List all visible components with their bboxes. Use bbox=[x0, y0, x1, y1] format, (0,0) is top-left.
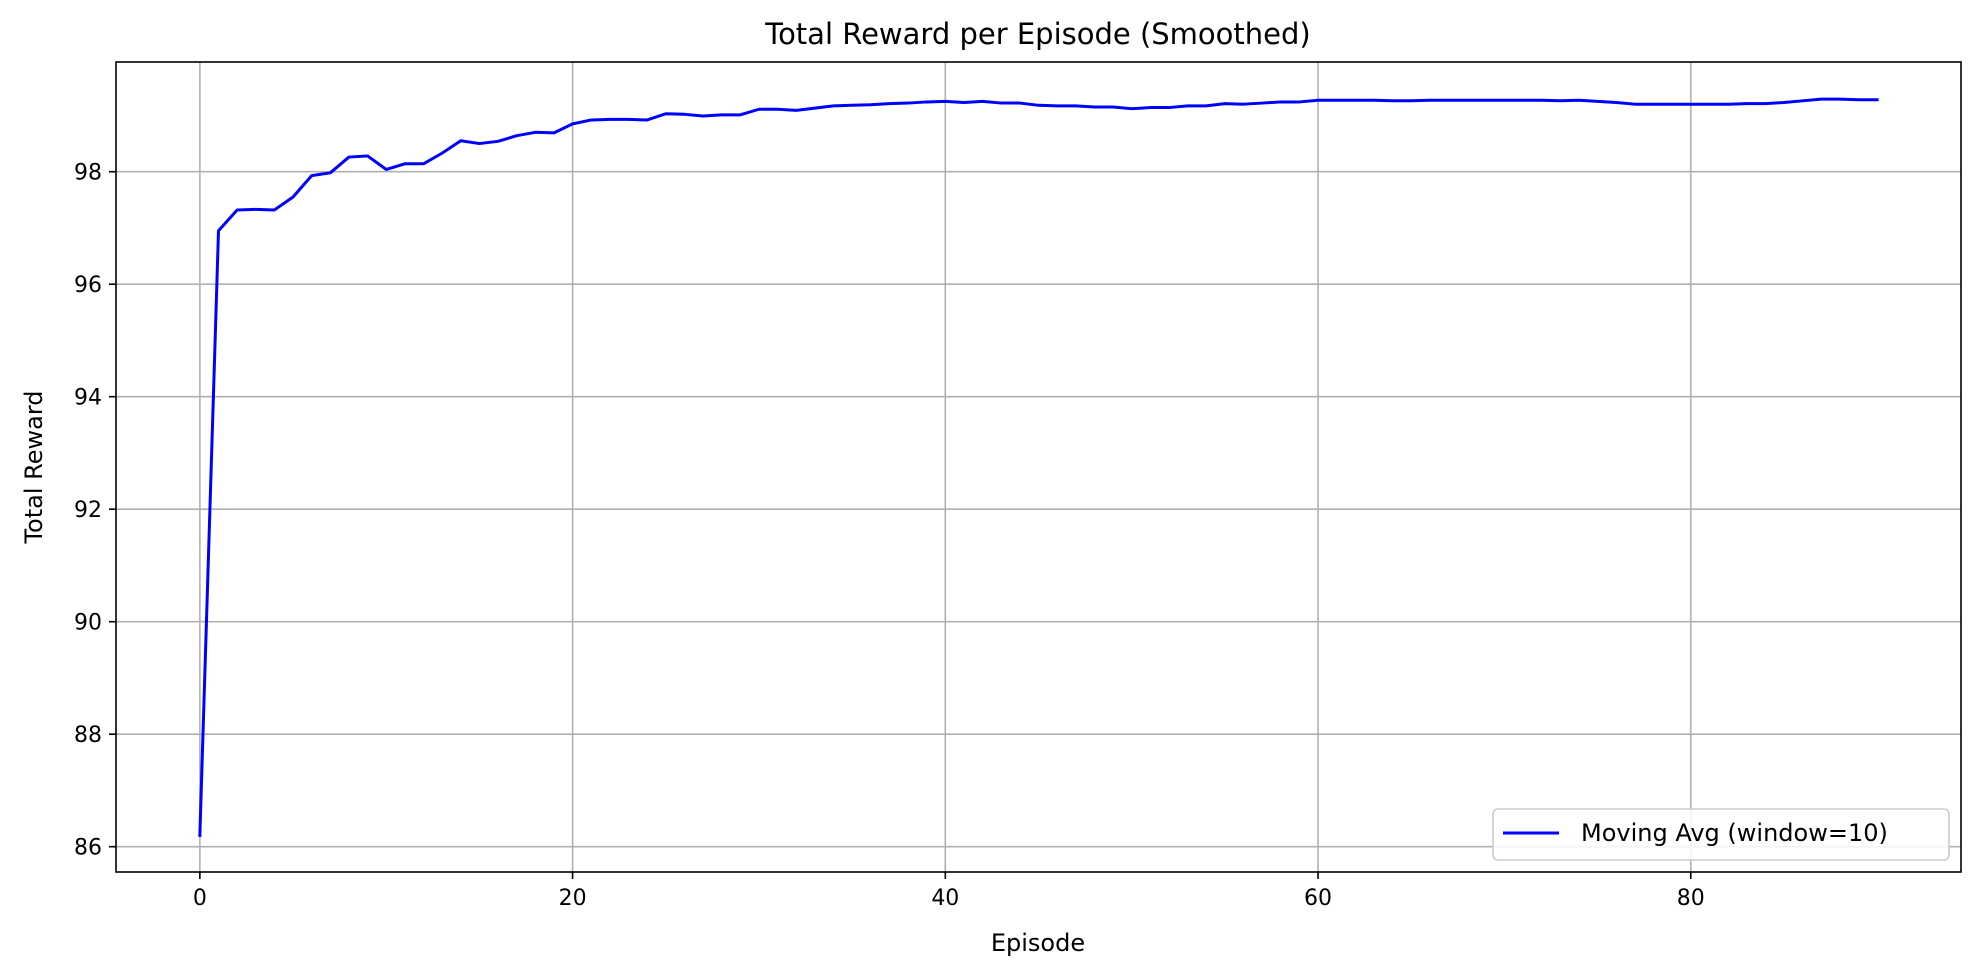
x-tick-label: 0 bbox=[193, 886, 207, 911]
y-tick-label: 92 bbox=[74, 498, 102, 523]
y-tick-label: 98 bbox=[74, 161, 102, 186]
legend: Moving Avg (window=10) bbox=[1492, 808, 1950, 861]
y-axis: 86 88 90 92 94 96 98 bbox=[74, 161, 116, 861]
y-tick-label: 88 bbox=[74, 723, 102, 748]
y-tick-label: 86 bbox=[74, 836, 102, 861]
x-tick-label: 20 bbox=[559, 886, 587, 911]
legend-box bbox=[1492, 808, 1950, 861]
y-tick-label: 94 bbox=[74, 386, 102, 411]
x-axis-label: Episode bbox=[991, 929, 1085, 957]
x-axis: 0 20 40 60 80 bbox=[193, 872, 1705, 911]
series-line bbox=[198, 97, 1879, 837]
y-axis-label: Total Reward bbox=[20, 390, 48, 544]
x-tick-label: 80 bbox=[1677, 886, 1705, 911]
y-tick-label: 96 bbox=[74, 273, 102, 298]
series-layer bbox=[198, 97, 1879, 837]
x-tick-label: 40 bbox=[931, 886, 959, 911]
grid bbox=[116, 62, 1961, 872]
chart-title: Total Reward per Episode (Smoothed) bbox=[764, 17, 1310, 51]
legend-label: Moving Avg (window=10) bbox=[1581, 819, 1888, 847]
y-tick-label: 90 bbox=[74, 611, 102, 636]
x-tick-label: 60 bbox=[1304, 886, 1332, 911]
plot-frame bbox=[115, 61, 1962, 873]
